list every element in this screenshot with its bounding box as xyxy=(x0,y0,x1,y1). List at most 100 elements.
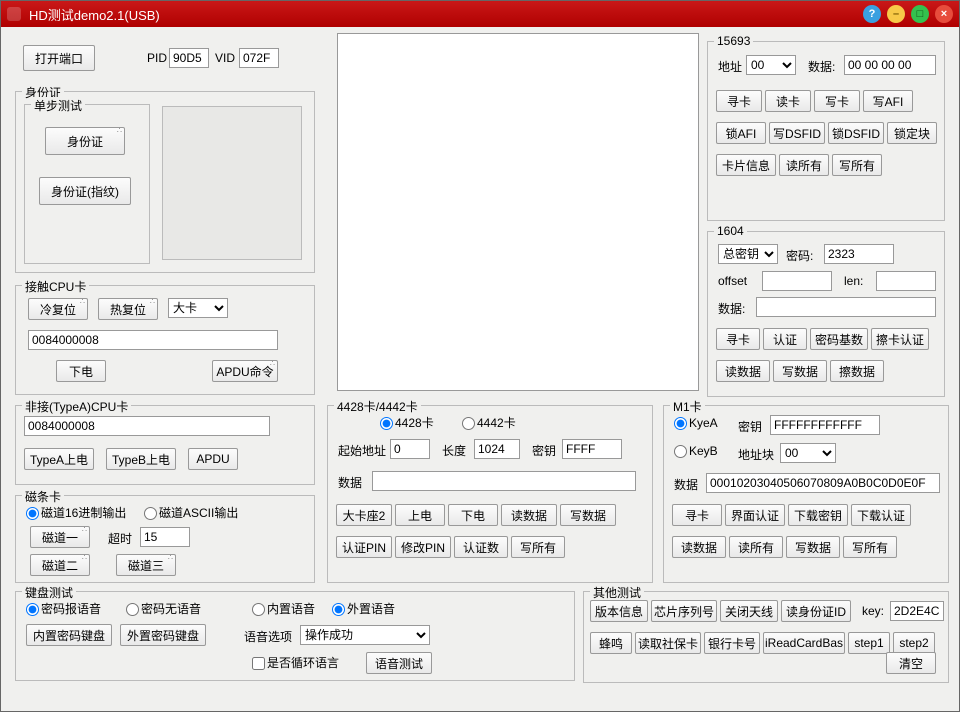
step1-button[interactable]: step1 xyxy=(848,632,890,654)
iso-lockblock-button[interactable]: 锁定块 xyxy=(887,122,937,144)
m1-dlauth-button[interactable]: 下载认证 xyxy=(851,504,911,526)
card-size-select[interactable]: 大卡 xyxy=(168,298,228,318)
step2-button[interactable]: step2 xyxy=(893,632,935,654)
c4428-read-button[interactable]: 读数据 xyxy=(501,504,557,526)
c1604-find-button[interactable]: 寻卡 xyxy=(716,328,760,350)
iso-lockafi-button[interactable]: 锁AFI xyxy=(716,122,766,144)
log-textarea[interactable] xyxy=(337,33,699,391)
help-icon[interactable]: ? xyxy=(863,5,881,23)
typea-apdu-button[interactable]: APDU xyxy=(188,448,238,470)
open-port-button[interactable]: 打开端口 xyxy=(23,45,95,71)
antoff-button[interactable]: 关闭天线 xyxy=(720,600,778,622)
c1604-data-input[interactable] xyxy=(756,297,936,317)
c4428-poweron-button[interactable]: 上电 xyxy=(395,504,445,526)
external-kb-button[interactable]: 外置密码键盘 xyxy=(120,624,206,646)
start-addr-input[interactable] xyxy=(390,439,430,459)
m1-addrblock-select[interactable]: 00 xyxy=(780,443,836,463)
c4428-writeall-button[interactable]: 写所有 xyxy=(511,536,565,558)
close-button[interactable]: × xyxy=(935,5,953,23)
readssc-button[interactable]: 读取社保卡 xyxy=(635,632,701,654)
c1604-offset-input[interactable] xyxy=(762,271,832,291)
beep-button[interactable]: 蜂鸣 xyxy=(590,632,632,654)
c1604-keytype-select[interactable]: 总密钥 xyxy=(718,244,778,264)
idcard-fp-button[interactable]: 身份证(指纹) xyxy=(39,177,131,205)
loop-voice-checkbox[interactable] xyxy=(252,657,265,670)
ver-button[interactable]: 版本信息 xyxy=(590,600,648,622)
c1604-pwd-input[interactable] xyxy=(824,244,894,264)
c4428-pwd-input[interactable] xyxy=(562,439,622,459)
iso-addr-select[interactable]: 00 xyxy=(746,55,796,75)
c4442-radio[interactable] xyxy=(462,417,475,430)
m1-data-input[interactable] xyxy=(706,473,940,493)
ireadcardbas-button[interactable]: iReadCardBas xyxy=(763,632,845,654)
c4428-poweroff-button[interactable]: 下电 xyxy=(448,504,498,526)
typea-cmd-input[interactable] xyxy=(24,416,270,436)
kb-novoice-radio[interactable] xyxy=(126,603,139,616)
mag-ascii-radio-label[interactable]: 磁道ASCII输出 xyxy=(144,504,238,521)
mag-hex-radio[interactable] xyxy=(26,507,39,520)
power-off-button[interactable]: 下电 xyxy=(56,360,106,382)
kb-voice-radio[interactable] xyxy=(26,603,39,616)
m1-keya-radio[interactable] xyxy=(674,417,687,430)
c4428-write-button[interactable]: 写数据 xyxy=(560,504,616,526)
bankcard-button[interactable]: 银行卡号 xyxy=(704,632,760,654)
iso-find-button[interactable]: 寻卡 xyxy=(716,90,762,112)
m1-dlkey-button[interactable]: 下载密钥 xyxy=(788,504,848,526)
track1-button[interactable]: 磁道一∴ xyxy=(30,526,90,548)
m1-writeall-button[interactable]: 写所有 xyxy=(843,536,897,558)
c1604-clearauth-button[interactable]: 擦卡认证 xyxy=(871,328,929,350)
cold-reset-button[interactable]: 冷复位∴ xyxy=(28,298,88,320)
pid-input[interactable] xyxy=(169,48,209,68)
typea-on-button[interactable]: TypeA上电 xyxy=(24,448,94,470)
c4428-data-input[interactable] xyxy=(372,471,636,491)
m1-ifauth-button[interactable]: 界面认证 xyxy=(725,504,785,526)
m1-find-button[interactable]: 寻卡 xyxy=(672,504,722,526)
track3-button[interactable]: 磁道三∴ xyxy=(116,554,176,576)
track2-button[interactable]: 磁道二∴ xyxy=(30,554,90,576)
authpin-button[interactable]: 认证PIN xyxy=(336,536,392,558)
kb-external-radio[interactable] xyxy=(332,603,345,616)
c1604-len-input[interactable] xyxy=(876,271,936,291)
idcard-button[interactable]: 身份证∴ xyxy=(45,127,125,155)
cpu-cmd-input[interactable] xyxy=(28,330,278,350)
iso-read-button[interactable]: 读卡 xyxy=(765,90,811,112)
clear-button[interactable]: 清空 xyxy=(886,652,936,674)
c1604-pwdbase-button[interactable]: 密码基数 xyxy=(810,328,868,350)
m1-read-button[interactable]: 读数据 xyxy=(672,536,726,558)
c1604-write-button[interactable]: 写数据 xyxy=(773,360,827,382)
iso-cardinfo-button[interactable]: 卡片信息 xyxy=(716,154,776,176)
apdu-cmd-button[interactable]: APDU命令∴ xyxy=(212,360,278,382)
authcnt-button[interactable]: 认证数 xyxy=(454,536,508,558)
iso-data-input[interactable] xyxy=(844,55,936,75)
c1604-auth-button[interactable]: 认证 xyxy=(763,328,807,350)
iso-writeall-button[interactable]: 写所有 xyxy=(832,154,882,176)
voice-opt-select[interactable]: 操作成功 xyxy=(300,625,430,645)
m1-write-button[interactable]: 写数据 xyxy=(786,536,840,558)
iso-write-button[interactable]: 写卡 xyxy=(814,90,860,112)
hot-reset-button[interactable]: 热复位∴ xyxy=(98,298,158,320)
c4428-radio[interactable] xyxy=(380,417,393,430)
readidid-button[interactable]: 读身份证ID xyxy=(781,600,851,622)
typeb-on-button[interactable]: TypeB上电 xyxy=(106,448,176,470)
iso-writeafi-button[interactable]: 写AFI xyxy=(863,90,913,112)
seat2-button[interactable]: 大卡座2 xyxy=(336,504,392,526)
kb-internal-radio[interactable] xyxy=(252,603,265,616)
iso-lockdsfid-button[interactable]: 锁DSFID xyxy=(828,122,884,144)
mag-ascii-radio[interactable] xyxy=(144,507,157,520)
chipsn-button[interactable]: 芯片序列号 xyxy=(651,600,717,622)
minimize-button[interactable]: – xyxy=(887,5,905,23)
vid-input[interactable] xyxy=(239,48,279,68)
iso-writedsfid-button[interactable]: 写DSFID xyxy=(769,122,825,144)
c1604-read-button[interactable]: 读数据 xyxy=(716,360,770,382)
c4428-len-input[interactable] xyxy=(474,439,520,459)
timeout-input[interactable] xyxy=(140,527,190,547)
m1-keyb-radio[interactable] xyxy=(674,445,687,458)
mag-hex-radio-label[interactable]: 磁道16进制输出 xyxy=(26,504,126,521)
other-key-input[interactable] xyxy=(890,601,944,621)
builtin-kb-button[interactable]: 内置密码键盘 xyxy=(26,624,112,646)
maximize-button[interactable]: □ xyxy=(911,5,929,23)
c1604-cleardata-button[interactable]: 擦数据 xyxy=(830,360,884,382)
modpin-button[interactable]: 修改PIN xyxy=(395,536,451,558)
voice-test-button[interactable]: 语音测试 xyxy=(366,652,432,674)
m1-readall-button[interactable]: 读所有 xyxy=(729,536,783,558)
